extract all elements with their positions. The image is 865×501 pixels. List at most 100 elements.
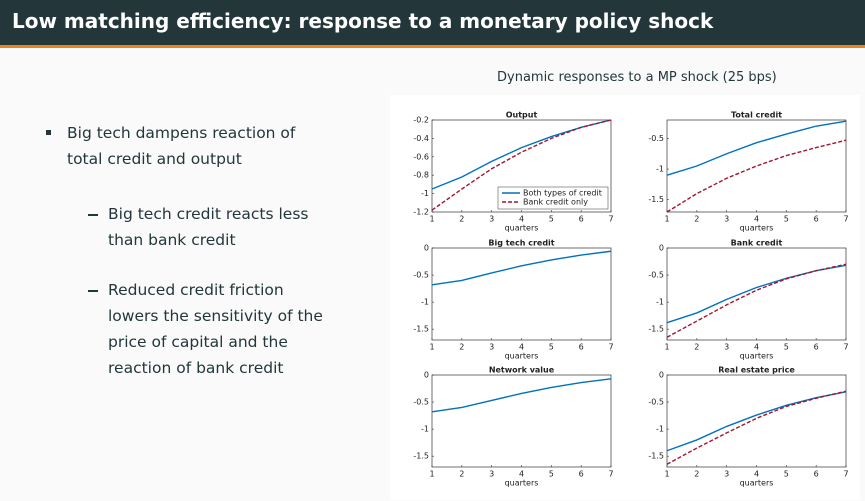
x-tick-label: 6 <box>814 215 819 224</box>
series-line <box>666 263 847 338</box>
x-tick-label: 5 <box>549 343 554 352</box>
y-tick-label: -1.5 <box>413 325 429 334</box>
x-tick-label: 3 <box>489 215 494 224</box>
y-tick-label: -1.5 <box>648 325 664 334</box>
bullet: Big tech dampens reaction of total credi… <box>67 124 296 168</box>
y-tick-label: -1.5 <box>648 452 664 461</box>
x-axis-label: quarters <box>740 479 774 488</box>
x-tick-label: 4 <box>519 470 524 479</box>
y-tick-label: -1.5 <box>413 452 429 461</box>
y-tick-label: -0.4 <box>413 134 429 143</box>
legend-box <box>497 186 609 210</box>
x-tick-label: 1 <box>429 215 434 224</box>
y-tick-label: 0 <box>424 371 429 380</box>
y-tick-label: -1 <box>656 425 664 434</box>
x-tick-label: 7 <box>608 470 613 479</box>
plot-area <box>666 374 847 468</box>
x-tick-label: 7 <box>608 215 613 224</box>
x-tick-label: 1 <box>664 470 669 479</box>
x-tick-label: 7 <box>843 215 848 224</box>
series-line <box>666 390 847 465</box>
y-tick-label: -0.5 <box>648 134 664 143</box>
y-tick-label: -1 <box>656 298 664 307</box>
y-tick-label: 0 <box>659 371 664 380</box>
x-tick-label: 6 <box>579 343 584 352</box>
legend-label: Both types of credit <box>523 189 602 198</box>
x-axis-label: quarters <box>740 352 774 361</box>
x-tick-label: 4 <box>519 343 524 352</box>
x-tick-label: 7 <box>608 343 613 352</box>
series-line <box>666 120 847 176</box>
x-tick-label: 7 <box>843 343 848 352</box>
header-rule <box>0 45 865 48</box>
x-axis-label: quarters <box>740 224 774 233</box>
x-tick-label: 2 <box>459 215 464 224</box>
x-tick-label: 7 <box>843 470 848 479</box>
x-tick-label: 6 <box>579 215 584 224</box>
y-tick-label: -1 <box>421 298 429 307</box>
x-tick-label: 2 <box>694 470 699 479</box>
caption: Dynamic responses to a MP shock (25 bps) <box>497 70 777 85</box>
chart-title: Bank credit <box>731 239 783 248</box>
y-tick-label: -0.5 <box>648 271 664 280</box>
y-tick-label: 0 <box>424 244 429 253</box>
y-tick-label: -1 <box>656 165 664 174</box>
x-axis-label: quarters <box>505 352 539 361</box>
sub-bullet: Big tech credit reacts less than bank cr… <box>108 205 309 249</box>
x-tick-label: 3 <box>489 470 494 479</box>
series-line <box>431 378 612 413</box>
x-tick-label: 5 <box>549 470 554 479</box>
x-tick-label: 5 <box>549 215 554 224</box>
chart-grid: Output 1 2 3 4 5 6 7 quarters -1.2 -1 -0.8 -0.6 -0.4 -… <box>390 95 860 500</box>
chart-title: Total credit <box>731 111 782 120</box>
chart-title: Big tech credit <box>488 239 554 248</box>
y-tick-label: -0.6 <box>413 152 429 161</box>
y-tick-label: -1 <box>421 189 429 198</box>
x-tick-label: 2 <box>459 343 464 352</box>
dash-marker <box>88 214 98 216</box>
chart-title: Real estate price <box>718 366 795 375</box>
plot-area <box>666 119 847 213</box>
x-tick-label: 6 <box>814 343 819 352</box>
x-tick-label: 6 <box>814 470 819 479</box>
slide-title: Low matching efficiency: response to a m… <box>12 9 714 33</box>
x-axis-label: quarters <box>505 224 539 233</box>
header: Low matching efficiency: response to a m… <box>0 0 865 45</box>
series-line <box>666 139 847 213</box>
y-tick-label: -0.5 <box>413 398 429 407</box>
sub-bullet: Reduced credit friction lowers the sensi… <box>108 281 323 377</box>
y-tick-label: -1 <box>421 425 429 434</box>
y-tick-label: -0.2 <box>413 116 429 125</box>
y-tick-label: -0.5 <box>648 398 664 407</box>
dash-marker <box>88 290 98 292</box>
y-tick-label: 0 <box>659 244 664 253</box>
x-tick-label: 1 <box>664 343 669 352</box>
x-tick-label: 2 <box>459 470 464 479</box>
plot-area <box>666 247 847 341</box>
plot-area <box>431 247 612 341</box>
x-tick-label: 3 <box>489 343 494 352</box>
bullet-marker <box>46 130 51 135</box>
x-tick-label: 5 <box>784 470 789 479</box>
legend-label: Bank credit only <box>523 198 588 207</box>
plot-area <box>431 374 612 468</box>
chart-title: Output <box>506 111 538 120</box>
x-tick-label: 4 <box>519 215 524 224</box>
y-tick-label: -0.8 <box>413 171 429 180</box>
chart-title: Network value <box>489 366 555 375</box>
x-tick-label: 3 <box>724 215 729 224</box>
y-tick-label: -1.5 <box>648 195 664 204</box>
x-tick-label: 4 <box>754 343 759 352</box>
series-line <box>431 250 612 286</box>
x-tick-label: 5 <box>784 215 789 224</box>
x-tick-label: 5 <box>784 343 789 352</box>
series-line <box>431 119 612 211</box>
x-tick-label: 1 <box>429 343 434 352</box>
x-tick-label: 4 <box>754 470 759 479</box>
x-tick-label: 3 <box>724 470 729 479</box>
x-axis-label: quarters <box>505 479 539 488</box>
x-tick-label: 1 <box>429 470 434 479</box>
x-tick-label: 2 <box>694 215 699 224</box>
x-tick-label: 6 <box>579 470 584 479</box>
